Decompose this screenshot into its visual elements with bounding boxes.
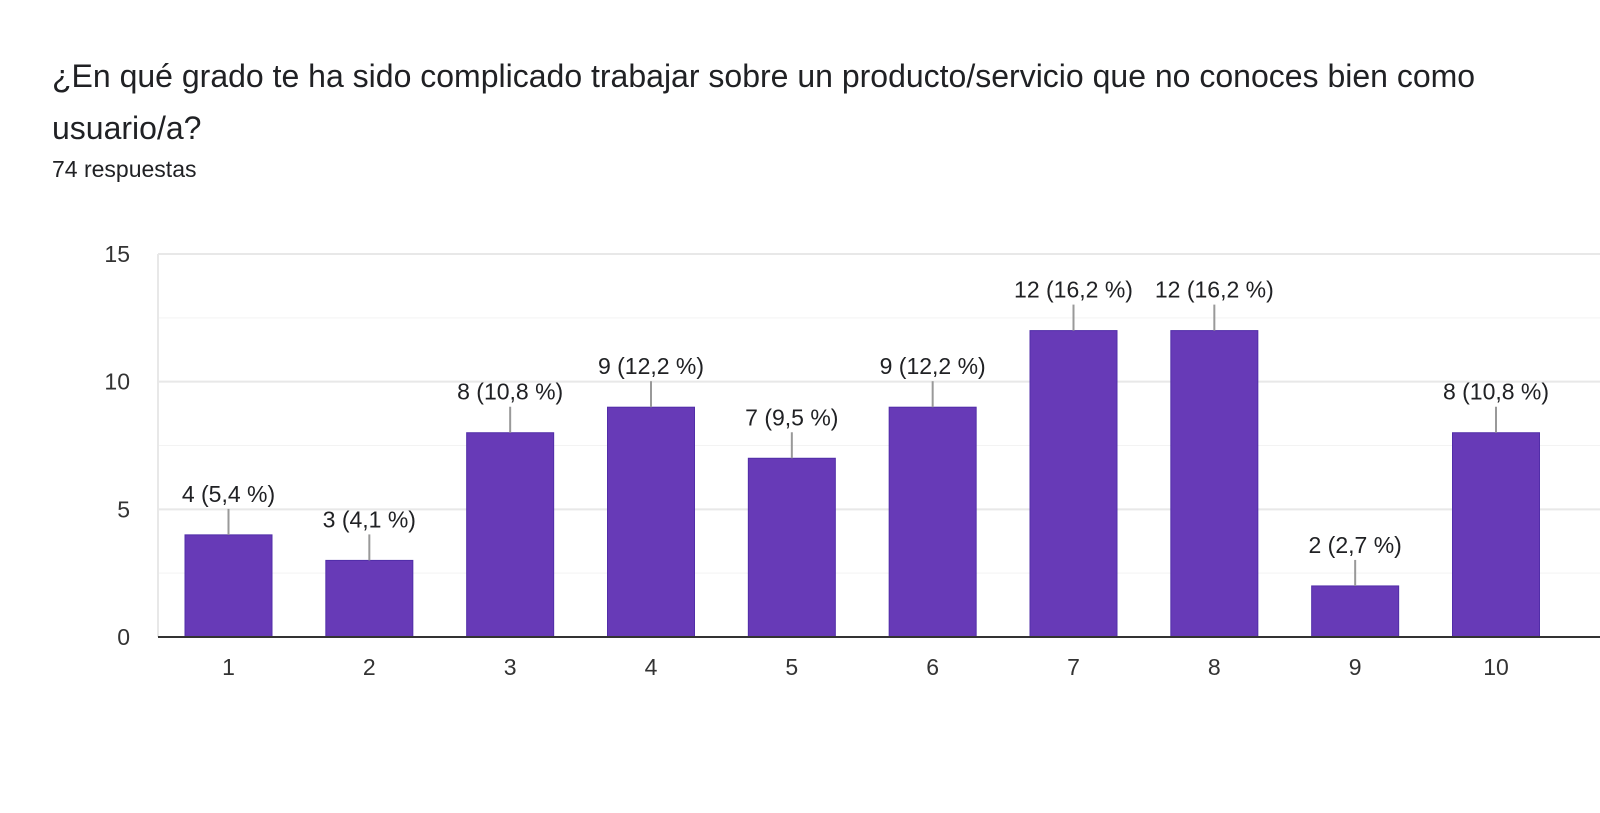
x-tick-label: 2 [363, 654, 376, 680]
data-label: 12 (16,2 %) [1155, 277, 1274, 303]
bar [325, 559, 414, 638]
data-label: 7 (9,5 %) [745, 404, 838, 430]
data-label: 8 (10,8 %) [457, 379, 563, 405]
x-tick-label: 6 [926, 654, 939, 680]
bar [1311, 585, 1400, 638]
data-label: 3 (4,1 %) [323, 506, 416, 532]
x-tick-label: 9 [1349, 654, 1362, 680]
bar [888, 406, 977, 638]
y-tick-label: 15 [104, 241, 130, 267]
x-tick-label: 4 [645, 654, 658, 680]
y-tick-label: 10 [104, 369, 130, 395]
data-label: 9 (12,2 %) [880, 353, 986, 379]
bar [607, 406, 695, 638]
x-tick-label: 1 [222, 654, 235, 680]
x-tick-label: 3 [504, 654, 517, 680]
bar [1029, 330, 1118, 638]
bar [466, 432, 555, 638]
bar [747, 457, 836, 638]
y-tick-label: 5 [117, 496, 130, 522]
data-label: 8 (10,8 %) [1443, 379, 1549, 405]
bar [1452, 432, 1540, 638]
x-tick-label: 10 [1483, 654, 1509, 680]
data-label: 4 (5,4 %) [182, 481, 275, 507]
bar [1170, 330, 1259, 638]
y-tick-label: 0 [117, 624, 130, 650]
x-tick-label: 5 [785, 654, 798, 680]
bar [184, 534, 273, 638]
response-count: 74 respuestas [52, 156, 197, 182]
x-tick-label: 7 [1067, 654, 1080, 680]
data-label: 2 (2,7 %) [1309, 532, 1402, 558]
data-label: 9 (12,2 %) [598, 353, 704, 379]
x-tick-label: 8 [1208, 654, 1221, 680]
chart-title: ¿En qué grado te ha sido complicado trab… [52, 58, 1476, 146]
data-label: 12 (16,2 %) [1014, 277, 1133, 303]
